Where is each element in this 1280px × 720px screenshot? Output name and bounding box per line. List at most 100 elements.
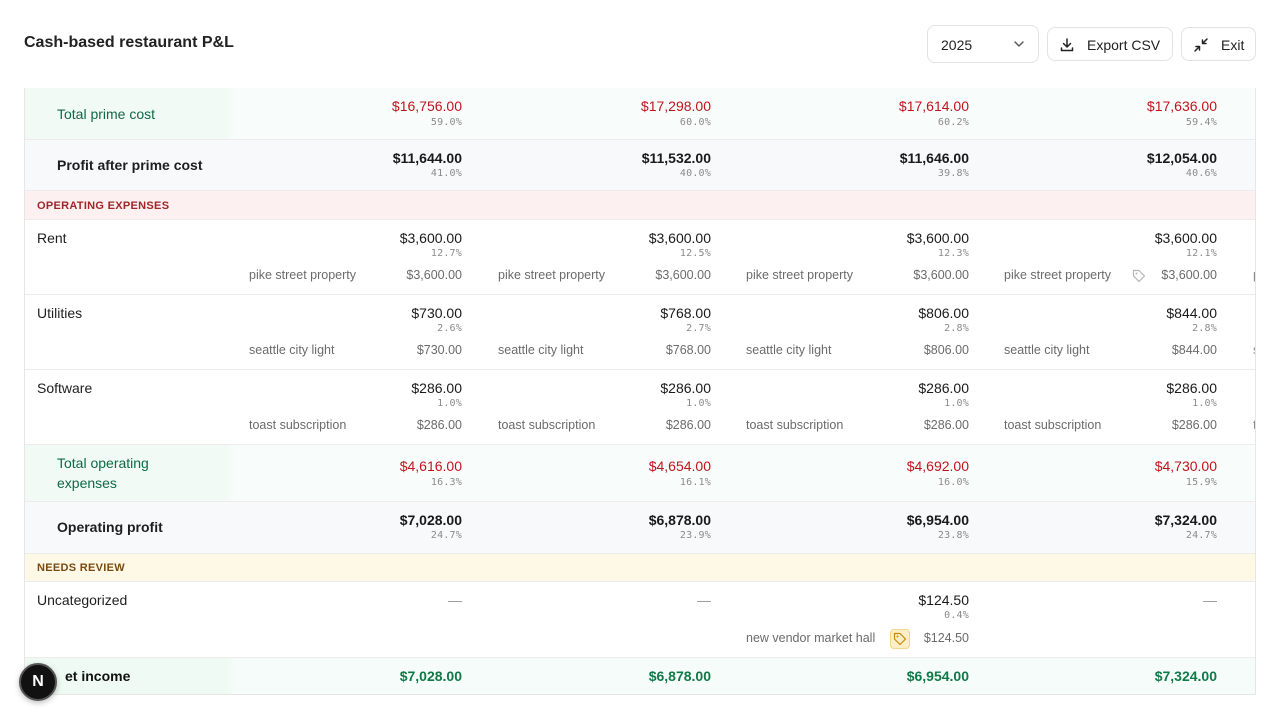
needs-review-section-header: NEEDS REVIEW — [25, 554, 1255, 582]
amount: $16,756.00 — [391, 98, 462, 114]
vendor-amount: $3,600.00 — [655, 268, 711, 282]
utilities-row: Utilities $730.00 2.6% seattle city ligh… — [25, 295, 1255, 370]
vendor-amount: $3,600.00 — [1161, 268, 1217, 282]
percent: 24.7% — [1185, 530, 1217, 541]
percent: 15.9% — [1185, 477, 1217, 488]
amount: $6,878.00 — [648, 668, 711, 684]
percent: 1.0% — [1192, 398, 1217, 409]
section-label: OPERATING EXPENSES — [37, 200, 170, 212]
year-select[interactable]: 2025 — [927, 25, 1039, 63]
percent: 41.0% — [430, 168, 462, 179]
exit-button[interactable]: Exit — [1181, 27, 1256, 61]
vendor-amount: $3,600.00 — [406, 268, 462, 282]
total-prime-cost-row: Total prime cost $16,756.00 59.0% $17,29… — [25, 88, 1255, 140]
empty-value: — — [448, 592, 462, 608]
row-label: Utilities — [37, 305, 83, 321]
percent: 16.3% — [430, 477, 462, 488]
row-label: Profit after prime cost — [57, 157, 203, 173]
percent: 59.0% — [430, 117, 462, 128]
vendor-amount: $844.00 — [1171, 343, 1217, 357]
export-csv-button[interactable]: Export CSV — [1047, 27, 1173, 61]
total-operating-expenses-row: Total operating expenses $4,616.00 16.3%… — [25, 445, 1255, 502]
amount: $3,600.00 — [906, 230, 969, 246]
vendor-name: toast subscription — [746, 418, 844, 432]
amount: $286.00 — [411, 380, 462, 396]
operating-expenses-section-header: OPERATING EXPENSES — [25, 191, 1255, 220]
percent: 12.3% — [937, 248, 969, 259]
percent: 2.6% — [437, 323, 462, 334]
row-label: et income — [65, 668, 131, 684]
amount: $7,324.00 — [1154, 668, 1217, 684]
empty-value: — — [1203, 592, 1217, 608]
page-title: Cash-based restaurant P&L — [24, 34, 234, 51]
profit-after-prime-cost-row: Profit after prime cost $11,644.00 41.0%… — [25, 140, 1255, 191]
vendor-name: toast subscription — [498, 418, 596, 432]
amount: $11,644.00 — [392, 150, 462, 166]
tag-button[interactable] — [890, 629, 910, 649]
empty-value: — — [697, 592, 711, 608]
avatar[interactable]: N — [19, 663, 57, 701]
vendor-name: seattle city light — [498, 343, 584, 357]
vendor-amount: $3,600.00 — [913, 268, 969, 282]
percent: 60.0% — [679, 117, 711, 128]
vendor-name: seattle city light — [1004, 343, 1090, 357]
row-label: Uncategorized — [37, 592, 128, 608]
amount: $124.50 — [918, 592, 969, 608]
exit-label: Exit — [1221, 37, 1245, 53]
percent: 2.8% — [944, 323, 969, 334]
percent: 24.7% — [430, 530, 462, 541]
row-label: Rent — [37, 230, 67, 246]
amount: $730.00 — [411, 305, 462, 321]
vendor-name: pike street property — [1004, 268, 1111, 282]
percent: 16.0% — [937, 477, 969, 488]
amount: $17,636.00 — [1146, 98, 1217, 114]
amount: $4,616.00 — [399, 458, 462, 474]
amount: $4,730.00 — [1154, 458, 1217, 474]
amount: $7,324.00 — [1154, 512, 1217, 528]
amount: $806.00 — [918, 305, 969, 321]
row-label-line-1: Total operating — [57, 455, 149, 471]
amount: $17,614.00 — [898, 98, 969, 114]
percent: 2.7% — [686, 323, 711, 334]
percent: 2.8% — [1192, 323, 1217, 334]
percent: 59.4% — [1185, 117, 1217, 128]
amount: $6,954.00 — [906, 668, 969, 684]
page-header: Cash-based restaurant P&L 2025 Export CS… — [0, 0, 1280, 88]
vendor-name: toast subscription — [249, 418, 347, 432]
amount: $6,878.00 — [648, 512, 711, 528]
amount: $7,028.00 — [399, 668, 462, 684]
row-label: Software — [37, 380, 93, 396]
percent: 1.0% — [686, 398, 711, 409]
tag-icon[interactable] — [1131, 268, 1147, 284]
amount: $4,692.00 — [906, 458, 969, 474]
amount: $17,298.00 — [640, 98, 711, 114]
clipped-vendor-text: t — [1253, 418, 1255, 432]
rent-row: Rent $3,600.00 12.7% pike street propert… — [25, 220, 1255, 295]
collapse-icon — [1194, 38, 1208, 52]
amount: $7,028.00 — [399, 512, 462, 528]
vendor-name: pike street property — [249, 268, 356, 282]
clipped-vendor-text: s — [1253, 343, 1255, 357]
percent: 12.7% — [430, 248, 462, 259]
chevron-down-icon — [1014, 41, 1024, 47]
vendor-name: pike street property — [746, 268, 853, 282]
amount: $12,054.00 — [1146, 150, 1217, 166]
percent: 12.1% — [1185, 248, 1217, 259]
amount: $286.00 — [1166, 380, 1217, 396]
percent: 40.6% — [1185, 168, 1217, 179]
download-icon — [1060, 38, 1074, 52]
amount: $844.00 — [1166, 305, 1217, 321]
amount: $286.00 — [660, 380, 711, 396]
software-row: Software $286.00 1.0% toast subscription… — [25, 370, 1255, 445]
uncategorized-row: Uncategorized — — $124.50 0.4% new vendo… — [25, 582, 1255, 658]
row-label-line-2: expenses — [57, 475, 117, 491]
vendor-name: seattle city light — [746, 343, 832, 357]
vendor-amount: $806.00 — [923, 343, 969, 357]
percent: 1.0% — [437, 398, 462, 409]
amount: $768.00 — [660, 305, 711, 321]
vendor-name: new vendor market hall — [746, 631, 876, 645]
percent: 12.5% — [679, 248, 711, 259]
operating-profit-row: Operating profit $7,028.00 24.7% $6,878.… — [25, 502, 1255, 554]
percent: 23.8% — [937, 530, 969, 541]
row-label: Operating profit — [57, 519, 163, 535]
